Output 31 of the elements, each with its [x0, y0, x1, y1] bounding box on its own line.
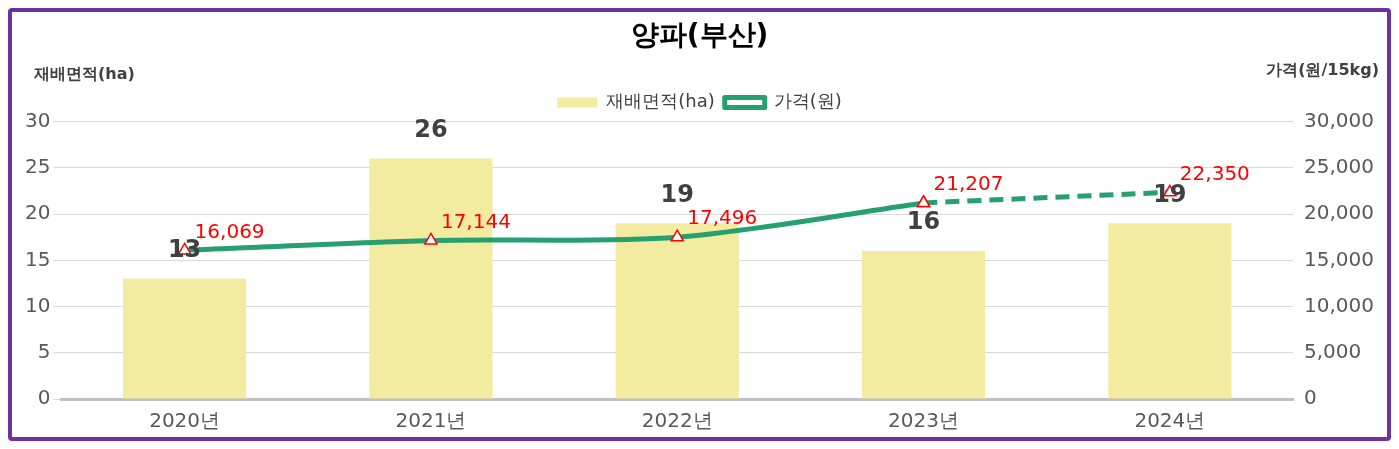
- data-label: 17,496: [687, 205, 758, 230]
- y-tick-label: 15: [25, 246, 51, 271]
- y2-tick-label: 10,000: [1304, 292, 1374, 317]
- y-axis-title: 재배면적(ha): [34, 64, 135, 85]
- data-label: 16: [906, 207, 941, 236]
- data-label: 21,207: [933, 171, 1004, 196]
- legend-label: 재배면적(ha): [606, 90, 715, 112]
- x-tick-label: 2022년: [641, 408, 713, 433]
- y2-tick-label: 25,000: [1304, 154, 1374, 179]
- y2-tick-label: 20,000: [1304, 200, 1374, 225]
- y-tick-label: 10: [25, 292, 51, 317]
- y2-tick-label: 0: [1304, 385, 1317, 410]
- y-tick-label: 20: [25, 200, 51, 225]
- chart-title: 양파(부산): [630, 18, 769, 52]
- data-label: 17,144: [440, 208, 511, 233]
- x-tick-label: 2020년: [149, 408, 221, 433]
- x-tick-label: 2023년: [888, 408, 959, 433]
- y2-axis-title: 가격(원/15kg): [1266, 60, 1379, 81]
- y-tick-label: 25: [25, 154, 51, 179]
- y2-tick-label: 30,000: [1304, 107, 1374, 132]
- data-label: 22,350: [1179, 160, 1250, 185]
- y-tick-label: 0: [37, 385, 51, 410]
- x-tick-label: 2024년: [1134, 408, 1206, 433]
- y-tick-label: 5: [37, 338, 51, 363]
- data-label: 19: [660, 179, 694, 208]
- data-label: 26: [414, 114, 448, 143]
- y2-tick-label: 15,000: [1304, 246, 1374, 271]
- x-tick-label: 2021년: [395, 408, 467, 433]
- legend-label: 가격(원): [773, 90, 842, 112]
- y2-tick-label: 5,000: [1304, 338, 1362, 363]
- y-tick-label: 30: [25, 107, 51, 132]
